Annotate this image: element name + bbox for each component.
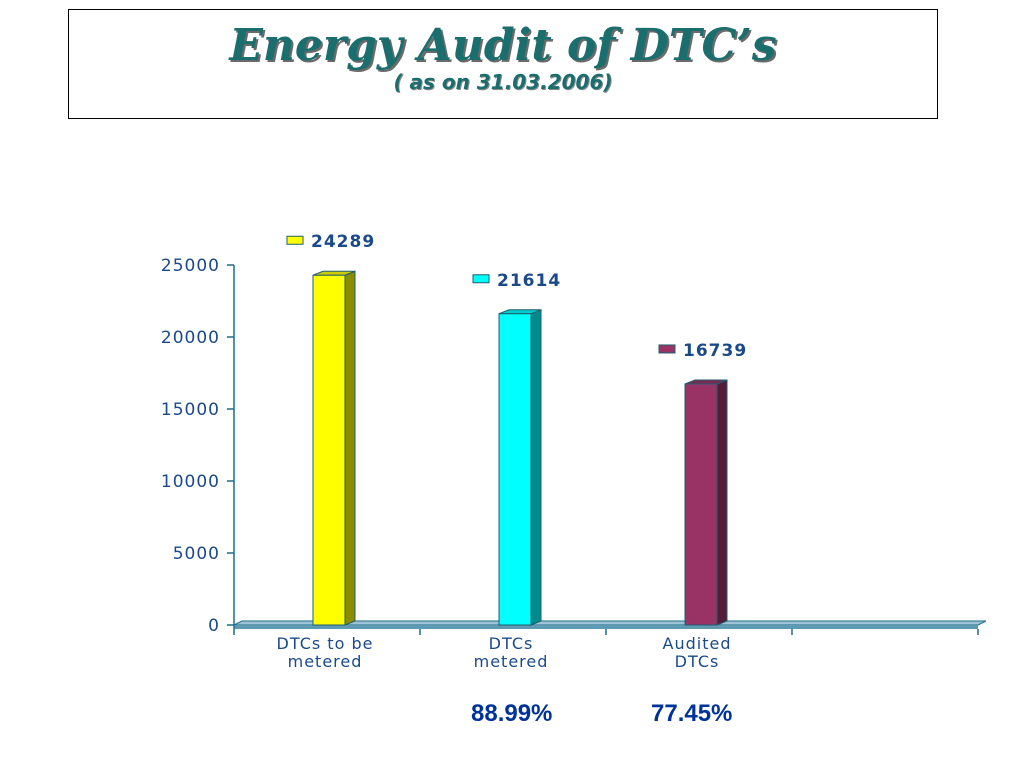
x-category-label: metered	[288, 652, 363, 671]
y-tick-label: 5000	[173, 544, 220, 564]
bar-side	[716, 379, 728, 626]
data-label: 16739	[683, 341, 747, 361]
percentage-audited: 77.45%	[651, 700, 733, 727]
percentage-metered: 88.99%	[471, 700, 553, 727]
data-label-key	[286, 235, 304, 245]
chart-floor-edge	[234, 625, 978, 629]
y-tick-label: 10000	[161, 472, 220, 492]
data-label: 21614	[497, 271, 561, 291]
x-category-label: DTCs	[489, 634, 534, 653]
data-label-key	[472, 274, 490, 284]
x-category-label: Audited	[663, 634, 732, 653]
bar	[684, 383, 718, 626]
y-tick-label: 25000	[161, 256, 220, 276]
y-tick-label: 15000	[161, 400, 220, 420]
x-category-label: metered	[474, 652, 549, 671]
y-tick-label: 20000	[161, 328, 220, 348]
bar-side	[344, 270, 356, 626]
bar-side	[530, 309, 542, 626]
slide-subtitle: ( as on 31.03.2006)	[393, 70, 613, 94]
data-label-key	[658, 344, 676, 354]
title-box: Energy Audit of DTC’s ( as on 31.03.2006…	[68, 9, 938, 119]
x-category-label: DTCs	[675, 652, 720, 671]
slide-title: Energy Audit of DTC’s	[229, 20, 777, 71]
bar	[498, 313, 532, 626]
y-tick-label: 0	[208, 616, 220, 636]
bar	[312, 274, 346, 626]
x-category-label: DTCs to be	[277, 634, 374, 653]
data-label: 24289	[311, 232, 375, 252]
